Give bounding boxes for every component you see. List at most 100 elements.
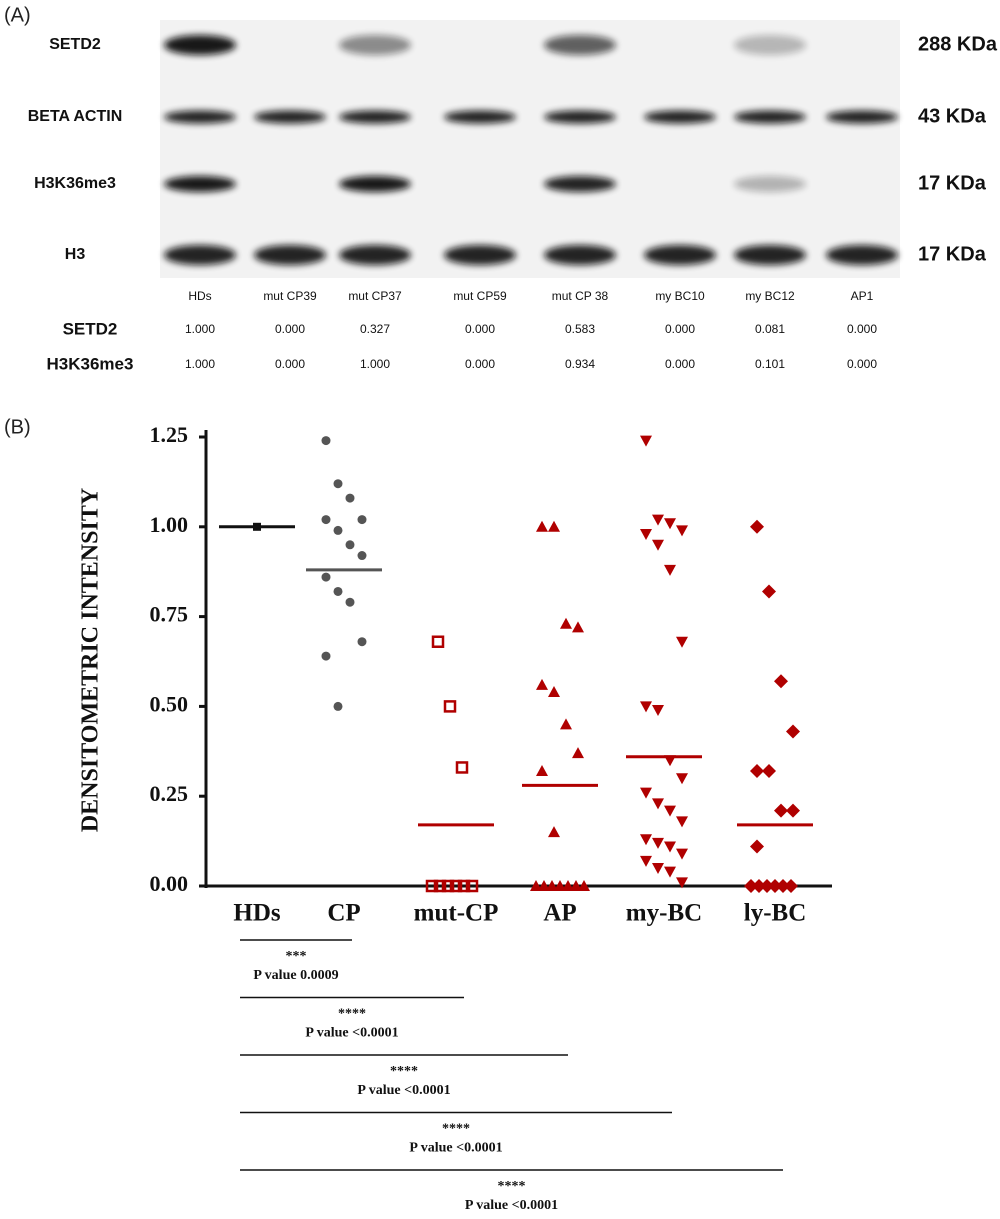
data-point <box>431 635 445 648</box>
data-point <box>640 435 652 447</box>
quant-value: 0.000 <box>275 322 305 336</box>
x-tick-label: mut-CP <box>414 900 499 927</box>
blot-band <box>164 110 236 124</box>
data-point <box>640 528 652 540</box>
p-value: P value 0.0009 <box>253 968 338 983</box>
data-point <box>774 803 788 818</box>
data-point <box>425 879 439 893</box>
data-point <box>321 651 331 661</box>
data-point <box>560 718 572 730</box>
data-point <box>457 879 471 893</box>
significance-stars: **** <box>390 1064 418 1079</box>
blot-band <box>164 245 236 265</box>
data-point <box>652 704 664 716</box>
data-point <box>676 636 688 648</box>
blot-band <box>544 176 616 192</box>
data-point <box>321 515 331 525</box>
data-point <box>333 525 343 535</box>
data-point <box>449 879 463 893</box>
data-point <box>345 540 355 550</box>
quant-value: 0.583 <box>565 322 595 336</box>
p-value: P value <0.0001 <box>305 1026 398 1041</box>
data-point <box>752 879 766 893</box>
blot-band <box>339 245 411 265</box>
data-point <box>554 880 566 891</box>
y-tick-label: 1.00 <box>150 512 189 537</box>
blot-band <box>254 110 326 124</box>
data-point <box>640 834 652 846</box>
blot-band <box>544 35 616 55</box>
data-point <box>664 841 676 853</box>
blot-label: H3 <box>65 246 86 263</box>
blot-band <box>444 245 516 265</box>
x-tick-label: AP <box>543 900 576 927</box>
data-point <box>652 837 664 849</box>
data-point <box>676 773 688 785</box>
quant-value: 0.000 <box>847 322 877 336</box>
y-tick-label: 1.25 <box>150 422 189 447</box>
size-label: 43 KDa <box>918 105 987 127</box>
data-point <box>652 863 664 875</box>
data-point <box>333 701 343 711</box>
data-point <box>652 514 664 526</box>
data-point <box>640 701 652 713</box>
data-point <box>676 816 688 828</box>
significance-stars: **** <box>338 1007 366 1022</box>
panel-label: (A) <box>4 4 31 26</box>
blot-band <box>444 110 516 124</box>
data-point <box>676 877 688 889</box>
quant-value: 0.000 <box>465 357 495 371</box>
data-point <box>321 572 331 582</box>
data-point <box>664 805 676 817</box>
size-label: 17 KDa <box>918 172 987 194</box>
data-point <box>776 879 790 893</box>
blot-band <box>734 176 806 192</box>
quant-value: 0.000 <box>275 357 305 371</box>
size-label: 288 KDa <box>918 33 998 55</box>
lane-label: mut CP 38 <box>552 289 609 303</box>
blot-band <box>644 245 716 265</box>
lane-label: mut CP39 <box>263 289 317 303</box>
lane-label: AP1 <box>851 289 874 303</box>
quant-name: SETD2 <box>63 319 118 338</box>
quant-value: 0.000 <box>847 357 877 371</box>
data-point <box>536 765 548 777</box>
y-tick-label: 0.50 <box>150 691 189 716</box>
blot-band <box>254 245 326 265</box>
data-point <box>750 519 764 534</box>
data-point <box>333 479 343 489</box>
x-tick-label: HDs <box>233 900 281 927</box>
blot-label: BETA ACTIN <box>28 108 123 125</box>
x-tick-label: ly-BC <box>744 900 807 927</box>
data-point <box>357 551 367 561</box>
blot-band <box>734 110 806 124</box>
y-tick-label: 0.00 <box>150 871 189 896</box>
data-point <box>784 879 798 893</box>
x-tick-label: CP <box>327 900 360 927</box>
blot-band <box>826 245 898 265</box>
data-point <box>441 879 455 893</box>
data-point <box>664 866 676 878</box>
lane-label: my BC12 <box>745 289 795 303</box>
blot-band <box>544 110 616 124</box>
blot-band <box>544 245 616 265</box>
data-point <box>333 586 343 596</box>
quant-value: 0.081 <box>755 322 785 336</box>
blot-background <box>160 20 900 278</box>
significance-stars: *** <box>286 949 307 964</box>
y-axis-label: DENSITOMETRIC INTENSITY <box>78 488 104 832</box>
data-point <box>345 597 355 607</box>
data-point <box>762 764 776 779</box>
data-point <box>578 880 590 891</box>
data-point <box>570 880 582 891</box>
data-point <box>560 617 572 629</box>
blot-band <box>734 35 806 55</box>
data-point <box>536 520 548 532</box>
blot-band <box>339 110 411 124</box>
quant-value: 0.000 <box>665 357 695 371</box>
data-point <box>433 879 447 893</box>
lane-label: mut CP37 <box>348 289 402 303</box>
blot-band <box>644 110 716 124</box>
data-point <box>640 855 652 867</box>
